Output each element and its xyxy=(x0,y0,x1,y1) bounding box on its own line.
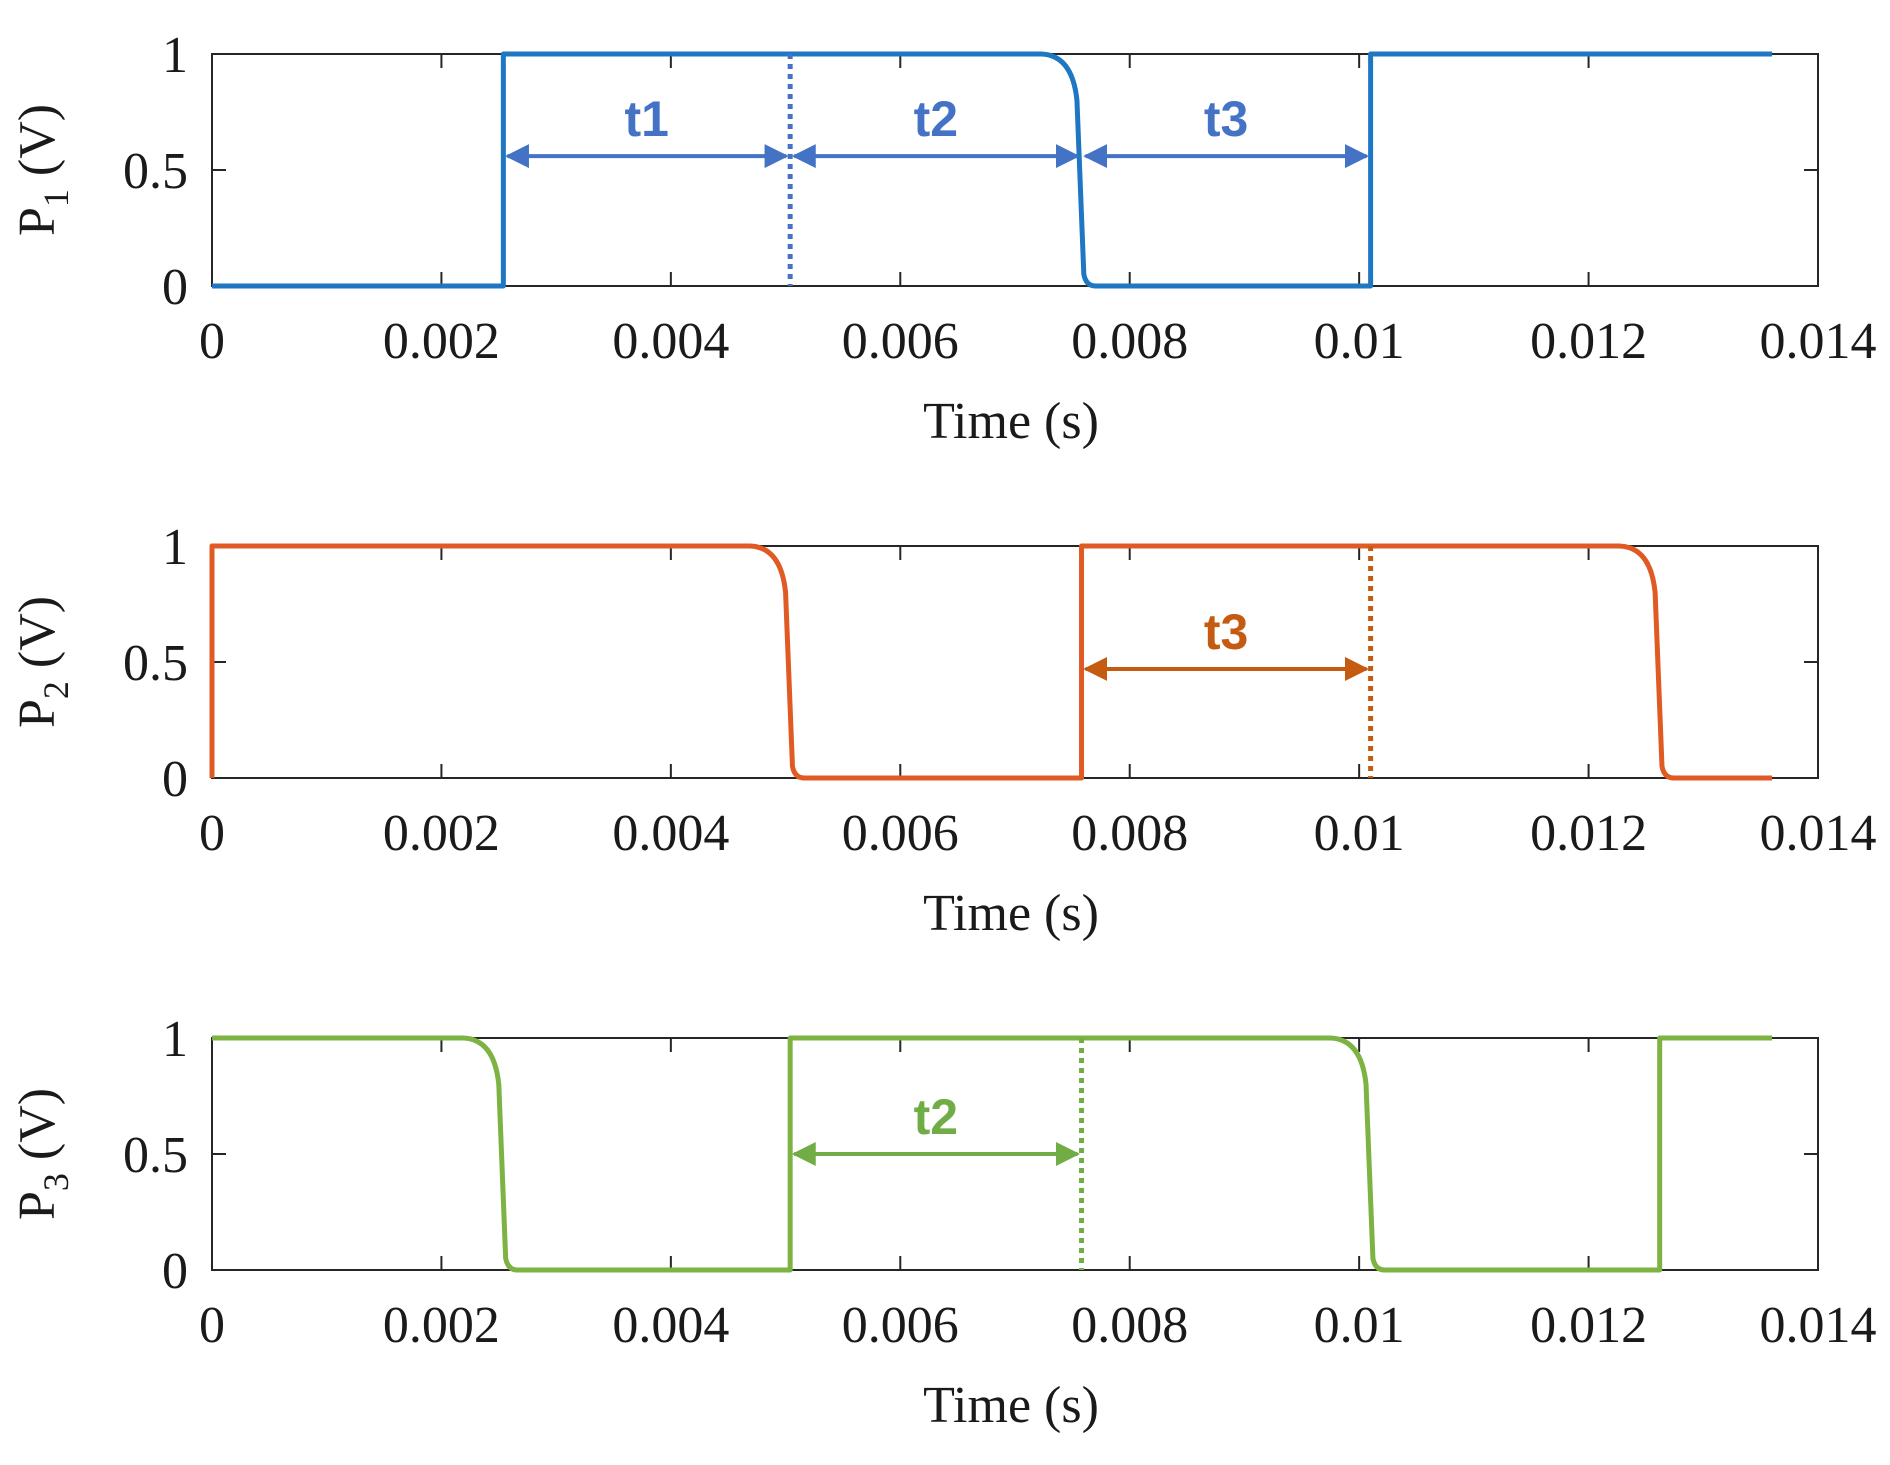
x-tick-label: 0.004 xyxy=(612,1297,729,1354)
x-tick-label: 0.014 xyxy=(1760,805,1877,862)
y-axis-label: P3 (V) xyxy=(9,1088,76,1220)
x-tick-label: 0 xyxy=(199,805,225,862)
x-tick-label: 0.012 xyxy=(1530,805,1647,862)
y-tick-label: 0 xyxy=(162,751,188,808)
y-tick-label: 0 xyxy=(162,1243,188,1300)
x-tick-label: 0.002 xyxy=(383,313,500,370)
interval-label: t1 xyxy=(625,91,669,147)
y-tick-label: 1 xyxy=(162,1011,188,1068)
x-tick-label: 0.004 xyxy=(612,805,729,862)
x-axis-label: Time (s) xyxy=(923,1377,1099,1434)
x-tick-label: 0.01 xyxy=(1314,1297,1405,1354)
panel-p2: 0 0.002 0.004 0.006 0.008 0.01 0.012 0.014 0 0.5 1… xyxy=(9,519,1877,942)
x-tick-label: 0.012 xyxy=(1530,1297,1647,1354)
waveform-p3 xyxy=(212,1035,1773,1273)
y-tick-label: 0.5 xyxy=(123,1127,188,1184)
x-axis-label: Time (s) xyxy=(923,885,1099,942)
y-tick-label: 1 xyxy=(162,27,188,84)
x-tick-label: 0.01 xyxy=(1314,313,1405,370)
waveform-p2 xyxy=(209,543,1773,781)
interval-label: t2 xyxy=(914,1089,958,1145)
x-tick-label: 0.006 xyxy=(842,1297,959,1354)
interval-label: t3 xyxy=(1204,91,1248,147)
x-tick-label: 0.006 xyxy=(842,313,959,370)
x-tick-label: 0 xyxy=(199,313,225,370)
x-tick-label: 0.012 xyxy=(1530,313,1647,370)
axes-frame xyxy=(211,545,1819,779)
panel-p1: 0 0.002 0.004 0.006 0.008 0.01 0.012 0.014 0 0.5 1… xyxy=(9,27,1877,450)
y-tick-label: 0 xyxy=(162,259,188,316)
panel-p3: 0 0.002 0.004 0.006 0.008 0.01 0.012 0.014 0 0.5 1… xyxy=(9,1011,1877,1434)
x-tick-label: 0.008 xyxy=(1071,313,1188,370)
x-tick-label: 0.004 xyxy=(612,313,729,370)
x-axis-label: Time (s) xyxy=(923,393,1099,450)
panels: 0 0.002 0.004 0.006 0.008 0.01 0.012 0.014 0 0.5 1… xyxy=(9,27,1877,1434)
interval-label: t2 xyxy=(914,91,958,147)
axes-frame xyxy=(211,53,1819,287)
y-tick-label: 1 xyxy=(162,519,188,576)
y-tick-label: 0.5 xyxy=(123,143,188,200)
x-tick-label: 0.014 xyxy=(1760,1297,1877,1354)
x-tick-label: 0.002 xyxy=(383,805,500,862)
y-axis-label: P2 (V) xyxy=(9,596,76,728)
x-tick-label: 0.014 xyxy=(1760,313,1877,370)
x-tick-label: 0.008 xyxy=(1071,1297,1188,1354)
interval-label: t3 xyxy=(1204,604,1248,660)
x-tick-label: 0.008 xyxy=(1071,805,1188,862)
y-axis-label: P1 (V) xyxy=(9,104,76,236)
waveform-p1 xyxy=(212,51,1773,289)
x-tick-label: 0 xyxy=(199,1297,225,1354)
x-tick-label: 0.002 xyxy=(383,1297,500,1354)
y-tick-label: 0.5 xyxy=(123,635,188,692)
x-tick-label: 0.01 xyxy=(1314,805,1405,862)
x-tick-label: 0.006 xyxy=(842,805,959,862)
